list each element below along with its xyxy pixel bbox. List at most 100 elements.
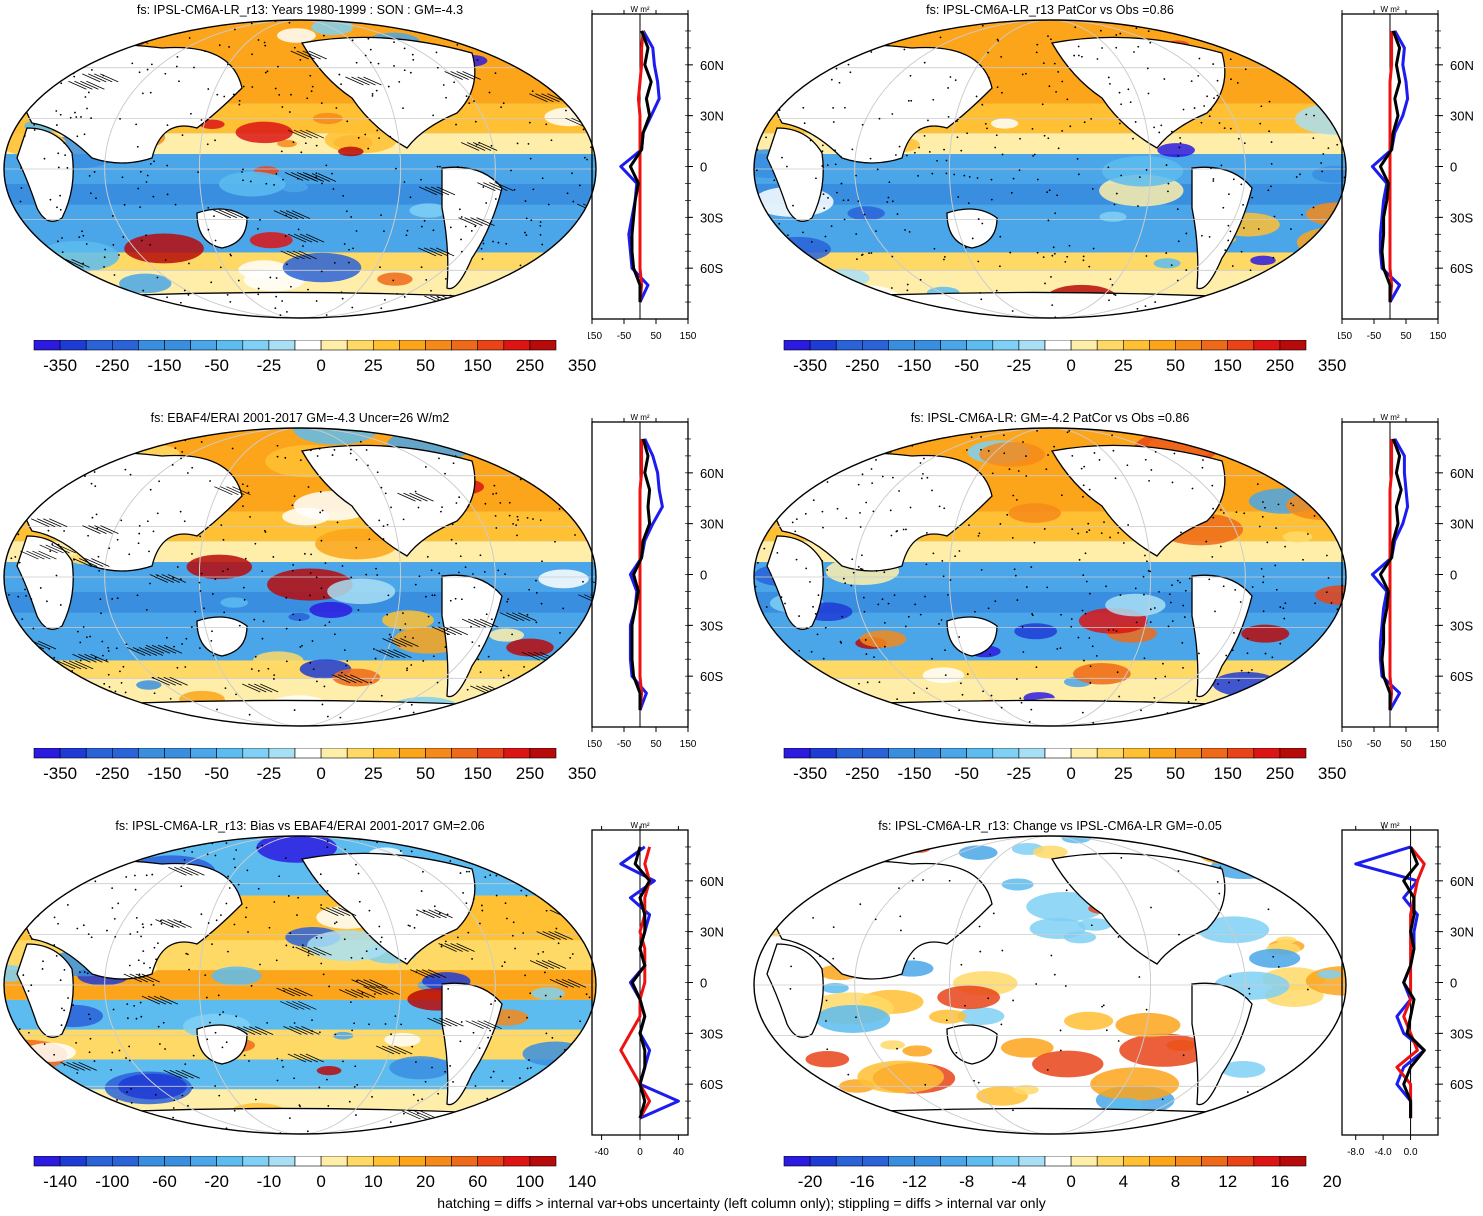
colorbar-swatch [294, 340, 322, 351]
lat-tick-label: 30S [1450, 618, 1473, 633]
colorbar-swatch [477, 1156, 505, 1167]
colorbar-swatch [1175, 748, 1202, 759]
colorbar-tick-label: 20 [416, 1172, 435, 1191]
colorbar-swatch [835, 340, 863, 351]
colorbar-swatch [294, 1156, 322, 1167]
colorbar-swatch [33, 748, 61, 759]
colorbar-swatch [783, 1156, 811, 1167]
colorbar-tick-label: 16 [1270, 1172, 1289, 1191]
colorbar-tick-label: 20 [1323, 1172, 1342, 1191]
colorbar-swatch [59, 340, 87, 351]
colorbar-swatch [112, 748, 139, 759]
zonal-unit-label: W m² [630, 821, 649, 830]
colorbar-tick-label: -250 [845, 356, 879, 375]
colorbar-swatch [372, 748, 400, 759]
lat-tick-label: 60S [1450, 261, 1473, 276]
panel-3: fs: EBAF4/ERAI 2001-2017 GM=-4.3 Uncer=2… [0, 408, 740, 808]
colorbar-swatch [862, 748, 889, 759]
colorbar-swatch [1201, 340, 1229, 351]
colorbar-tick-label: -25 [257, 356, 282, 375]
colorbar-swatch [966, 340, 994, 351]
lat-tick-label: 0 [1450, 568, 1457, 583]
colorbar-swatch [914, 1156, 941, 1167]
colorbar-swatch [112, 1156, 139, 1167]
colorbar-swatch [966, 1156, 994, 1167]
colorbar-tick-label: -25 [1007, 764, 1032, 783]
colorbar-swatch [914, 748, 941, 759]
lat-tick-label: 60S [700, 669, 723, 684]
map-title: fs: IPSL-CM6A-LR_r13: Years 1980-1999 : … [136, 3, 464, 17]
zonal-mean-plot: W m² 60N 30N 0 30S 60S -150 -50 50 150 [588, 413, 724, 750]
map-title: fs: IPSL-CM6A-LR: GM=-4.2 PatCor vs Obs … [910, 411, 1190, 425]
colorbar-swatch [1018, 1156, 1046, 1167]
zonal-mean-plot: W m² 60N 30N 0 30S 60S -150 -50 50 150 [1338, 5, 1474, 342]
zonal-series-blue [1354, 845, 1426, 1119]
colorbar-swatch [1044, 340, 1072, 351]
colorbar-swatch [320, 1156, 348, 1167]
zonal-series-black [630, 846, 652, 1119]
zonal-unit-label: W m² [630, 413, 649, 422]
colorbar-swatch [138, 748, 165, 759]
colorbar-tick-label: 150 [464, 356, 492, 375]
colorbar-tick-label: 350 [1318, 764, 1346, 783]
zonal-unit-label: W m² [1380, 821, 1399, 830]
colorbar-tick-label: -250 [845, 764, 879, 783]
colorbar: -20 -16 -12 -8 -4 0 4 8 12 16 20 [783, 1156, 1342, 1191]
colorbar-swatch [888, 748, 915, 759]
colorbar-swatch [1279, 340, 1307, 351]
zonal-x-tick-label: -50 [617, 331, 632, 342]
colorbar-swatch [477, 748, 505, 759]
colorbar-swatch [992, 748, 1020, 759]
colorbar-swatch [1279, 748, 1307, 759]
colorbar-swatch [503, 340, 531, 351]
colorbar-swatch [216, 1156, 244, 1167]
map-title: fs: IPSL-CM6A-LR_r13: Bias vs EBAF4/ERAI… [115, 819, 485, 833]
colorbar-tick-label: 350 [1318, 356, 1346, 375]
colorbar-tick-label: 140 [568, 1172, 596, 1191]
zonal-mean-plot: W m² 60N 30N 0 30S 60S -150 -50 50 150 [588, 5, 724, 342]
colorbar-swatch [164, 748, 191, 759]
colorbar-swatch [59, 748, 87, 759]
colorbar: -140 -100 -60 -20 -10 0 10 20 60 100 140 [33, 1156, 596, 1191]
colorbar-tick-label: 50 [416, 764, 435, 783]
colorbar-tick-label: -8 [959, 1172, 974, 1191]
colorbar-tick-label: -25 [257, 764, 282, 783]
colorbar-swatch [1201, 748, 1229, 759]
zonal-x-tick-label: 50 [1400, 331, 1412, 342]
colorbar-swatch [888, 1156, 915, 1167]
colorbar-swatch [1149, 748, 1176, 759]
colorbar-swatch [529, 1156, 557, 1167]
world-map [3, 835, 597, 1135]
colorbar-swatch [1279, 1156, 1307, 1167]
lat-tick-label: 60N [1450, 58, 1474, 73]
colorbar-tick-label: 350 [568, 764, 596, 783]
lat-tick-label: 60N [700, 466, 724, 481]
zonal-x-tick-label: -150 [1338, 739, 1352, 750]
colorbar-swatch [783, 748, 811, 759]
lat-tick-label: 60N [700, 58, 724, 73]
colorbar-swatch [1044, 748, 1072, 759]
colorbar-swatch [425, 748, 452, 759]
colorbar-swatch [888, 340, 915, 351]
colorbar-tick-label: 150 [1214, 764, 1242, 783]
colorbar-tick-label: -20 [798, 1172, 823, 1191]
map-title: fs: IPSL-CM6A-LR_r13 PatCor vs Obs =0.86 [926, 3, 1174, 17]
colorbar-tick-label: -50 [204, 356, 229, 375]
colorbar-tick-label: 50 [416, 356, 435, 375]
colorbar-tick-label: -350 [793, 764, 827, 783]
colorbar-swatch [914, 340, 941, 351]
zonal-series-red [1395, 845, 1426, 1119]
panel-4: fs: IPSL-CM6A-LR: GM=-4.2 PatCor vs Obs … [750, 408, 1483, 808]
colorbar-swatch [372, 1156, 400, 1167]
colorbar-swatch [399, 340, 426, 351]
colorbar-swatch [242, 748, 270, 759]
colorbar-swatch [320, 340, 348, 351]
colorbar-swatch [809, 340, 837, 351]
zonal-x-tick-label: -50 [1367, 739, 1382, 750]
zonal-series-red [1388, 438, 1394, 711]
colorbar-swatch [835, 1156, 863, 1167]
zonal-series-red [619, 846, 652, 1119]
colorbar-swatch [85, 340, 113, 351]
zonal-mean-plot: W m² 60N 30N 0 30S 60S -8.0 -4.0 0.0 [1341, 821, 1474, 1158]
colorbar-tick-label: 0 [1066, 1172, 1075, 1191]
